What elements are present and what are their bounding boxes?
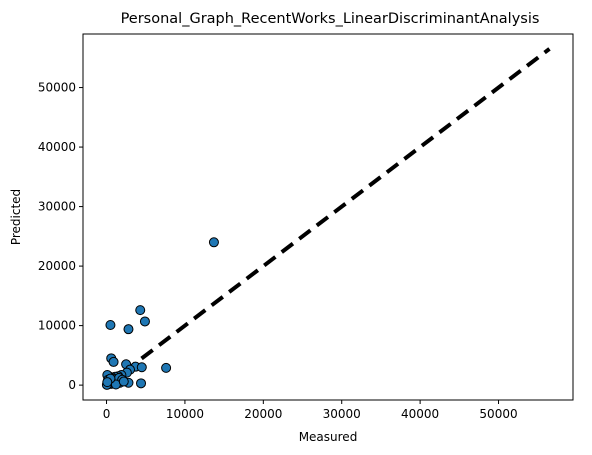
x-tick-label: 50000 [479, 407, 517, 421]
y-tick-label: 40000 [38, 140, 76, 154]
data-point [139, 316, 150, 327]
y-tick-label: 50000 [38, 81, 76, 95]
data-point [108, 356, 119, 367]
x-tick-label: 30000 [323, 407, 361, 421]
data-point [123, 324, 134, 335]
x-axis: 0 10000 20000 30000 40000 50000 [103, 400, 518, 421]
data-point [135, 305, 146, 316]
data-point [102, 377, 113, 388]
data-point [136, 378, 147, 389]
x-tick-label: 40000 [401, 407, 439, 421]
y-tick-label: 0 [68, 378, 76, 392]
data-point [161, 362, 172, 373]
y-tick-label: 20000 [38, 259, 76, 273]
x-tick-label: 20000 [244, 407, 282, 421]
y-tick-label: 30000 [38, 200, 76, 214]
chart-title: Personal_Graph_RecentWorks_LinearDiscrim… [121, 11, 540, 27]
plot-area-frame [82, 33, 574, 401]
y-axis: 0 10000 20000 30000 40000 50000 [38, 81, 83, 392]
data-point [208, 237, 219, 248]
x-axis-label: Measured [299, 430, 358, 444]
x-tick-label: 0 [103, 407, 111, 421]
x-tick-label: 10000 [166, 407, 204, 421]
data-point [118, 376, 129, 387]
data-point [105, 320, 116, 331]
data-points [101, 237, 219, 390]
data-point [136, 362, 147, 373]
y-tick-label: 10000 [38, 319, 76, 333]
identity-reference-line [105, 47, 551, 387]
y-axis-label: Predicted [9, 189, 23, 245]
